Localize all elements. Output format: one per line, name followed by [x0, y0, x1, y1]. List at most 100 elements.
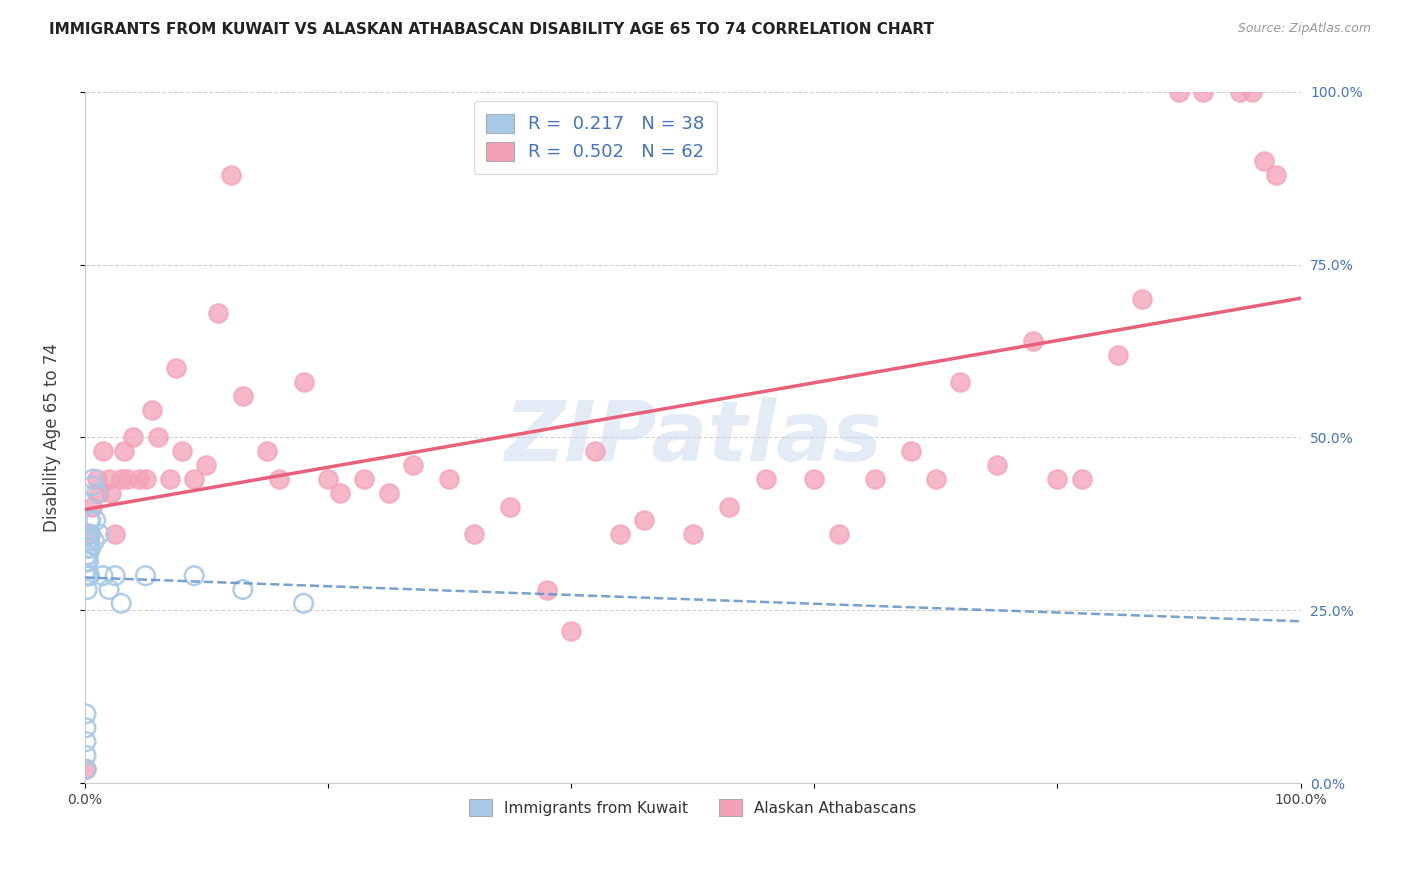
Point	[925, 472, 948, 486]
Point	[439, 472, 461, 486]
Point	[377, 485, 399, 500]
Point	[98, 472, 121, 486]
Point	[135, 568, 157, 582]
Point	[117, 472, 139, 486]
Point	[1229, 85, 1251, 99]
Point	[75, 555, 97, 569]
Point	[463, 527, 485, 541]
Point	[100, 485, 122, 500]
Point	[560, 624, 582, 638]
Point	[949, 375, 972, 389]
Point	[75, 762, 97, 776]
Text: IMMIGRANTS FROM KUWAIT VS ALASKAN ATHABASCAN DISABILITY AGE 65 TO 74 CORRELATION: IMMIGRANTS FROM KUWAIT VS ALASKAN ATHABA…	[49, 22, 934, 37]
Point	[91, 444, 114, 458]
Point	[232, 582, 254, 597]
Point	[682, 527, 704, 541]
Text: Source: ZipAtlas.com: Source: ZipAtlas.com	[1237, 22, 1371, 36]
Point	[77, 555, 100, 569]
Point	[89, 485, 111, 500]
Point	[165, 361, 187, 376]
Point	[82, 472, 104, 486]
Point	[80, 479, 103, 493]
Point	[219, 168, 242, 182]
Point	[269, 472, 291, 486]
Point	[146, 430, 169, 444]
Point	[195, 458, 218, 472]
Point	[75, 748, 97, 763]
Point	[609, 527, 631, 541]
Point	[110, 596, 132, 610]
Text: ZIPatlas: ZIPatlas	[503, 397, 882, 478]
Point	[329, 485, 352, 500]
Point	[718, 500, 741, 514]
Point	[76, 582, 98, 597]
Point	[104, 568, 127, 582]
Point	[402, 458, 425, 472]
Point	[84, 513, 107, 527]
Point	[827, 527, 849, 541]
Point	[75, 734, 97, 748]
Point	[207, 306, 229, 320]
Point	[79, 568, 101, 582]
Point	[77, 527, 100, 541]
Point	[232, 389, 254, 403]
Point	[1265, 168, 1288, 182]
Point	[83, 534, 105, 549]
Point	[803, 472, 825, 486]
Point	[583, 444, 606, 458]
Point	[1253, 153, 1275, 168]
Point	[141, 402, 163, 417]
Point	[900, 444, 922, 458]
Point	[122, 430, 145, 444]
Point	[75, 568, 97, 582]
Point	[86, 485, 108, 500]
Point	[986, 458, 1008, 472]
Point	[77, 568, 100, 582]
Point	[76, 568, 98, 582]
Point	[183, 568, 205, 582]
Point	[536, 582, 558, 597]
Point	[1046, 472, 1069, 486]
Point	[1022, 334, 1045, 348]
Point	[128, 472, 150, 486]
Point	[79, 534, 101, 549]
Point	[91, 568, 114, 582]
Point	[256, 444, 278, 458]
Point	[1132, 292, 1154, 306]
Point	[863, 472, 886, 486]
Point	[76, 548, 98, 562]
Point	[110, 472, 132, 486]
Point	[76, 541, 98, 555]
Point	[633, 513, 655, 527]
Y-axis label: Disability Age 65 to 74: Disability Age 65 to 74	[44, 343, 60, 532]
Point	[170, 444, 193, 458]
Point	[75, 721, 97, 735]
Point	[76, 534, 98, 549]
Point	[77, 548, 100, 562]
Point	[183, 472, 205, 486]
Point	[86, 472, 108, 486]
Point	[292, 596, 315, 610]
Point	[80, 500, 103, 514]
Point	[80, 513, 103, 527]
Point	[159, 472, 181, 486]
Point	[98, 582, 121, 597]
Point	[135, 472, 157, 486]
Point	[353, 472, 375, 486]
Point	[316, 472, 339, 486]
Point	[75, 706, 97, 721]
Point	[1168, 85, 1191, 99]
Point	[77, 541, 100, 555]
Point	[499, 500, 522, 514]
Point	[1192, 85, 1215, 99]
Legend: Immigrants from Kuwait, Alaskan Athabascans: Immigrants from Kuwait, Alaskan Athabasc…	[461, 792, 924, 824]
Point	[76, 555, 98, 569]
Point	[79, 527, 101, 541]
Point	[104, 527, 127, 541]
Point	[755, 472, 778, 486]
Point	[292, 375, 315, 389]
Point	[112, 444, 135, 458]
Point	[80, 541, 103, 555]
Point	[1107, 347, 1129, 361]
Point	[80, 527, 103, 541]
